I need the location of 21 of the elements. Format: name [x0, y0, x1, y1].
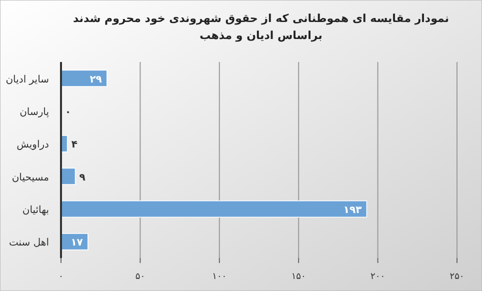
x-tick-label: ۵۰	[135, 272, 146, 282]
y-tick-label: اهل سنت	[8, 238, 49, 249]
x-tick-label: ۲۵۰	[450, 272, 464, 282]
x-tick-label: ۰	[58, 272, 64, 282]
bar	[60, 200, 368, 218]
x-tick-label: ۱۰۰	[212, 272, 227, 282]
y-tick-label: مسیحیان	[12, 172, 49, 184]
chart-title: نمودار مقایسه ای هموطنانی که از حقوق شهروندی خود محروم شدند براساس ادیان و مذهب	[73, 12, 449, 42]
y-tick-label: پارسان	[20, 107, 50, 118]
data-label: ۱۷	[70, 238, 83, 249]
data-label: ۴	[71, 140, 78, 151]
x-tick-label: ۲۰۰	[370, 272, 386, 282]
data-label: ۱۹۳	[343, 205, 362, 216]
y-tick-label: دراویش	[16, 140, 49, 151]
data-label: ۹	[79, 172, 86, 184]
bar	[60, 70, 108, 87]
y-tick-label: بهائیان	[22, 205, 49, 216]
y-tick-label: سایر ادیان	[6, 74, 49, 86]
data-label: ۲۹	[90, 74, 102, 86]
data-label: ۰	[65, 107, 72, 118]
x-tick-label: ۱۵۰	[291, 272, 306, 282]
